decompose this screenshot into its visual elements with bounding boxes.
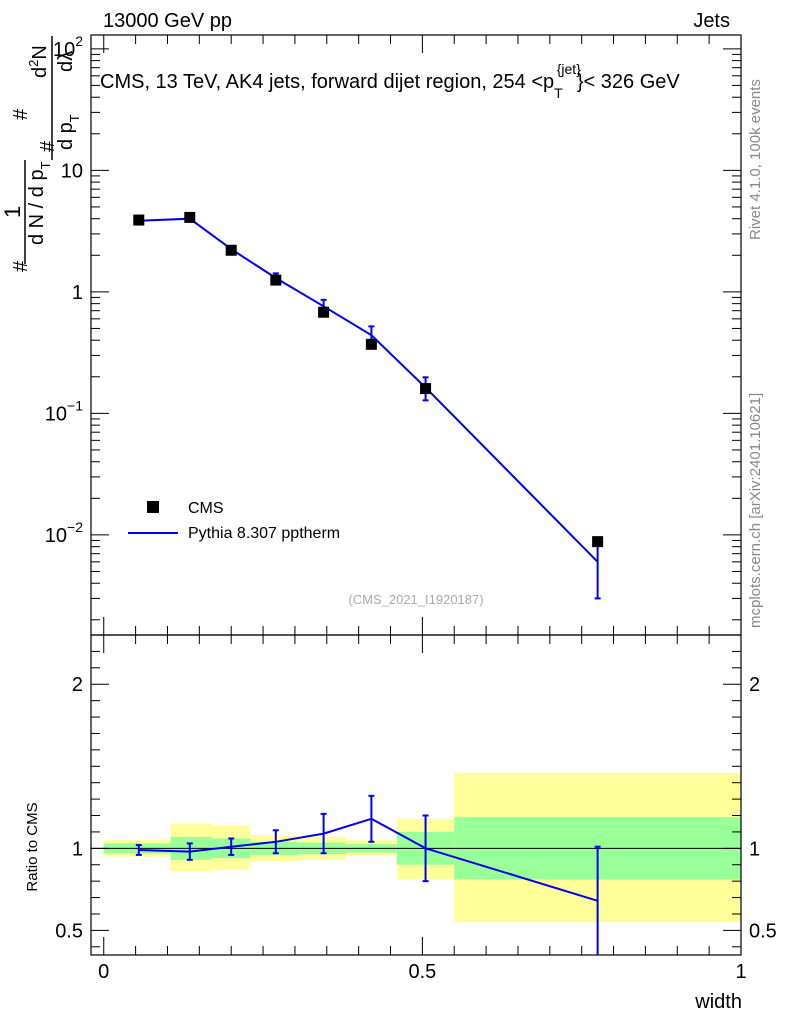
xtick-label: 0 <box>98 961 109 983</box>
main-ytick-label: 10 <box>61 160 83 182</box>
ylabel-dp-text: d p <box>55 122 77 150</box>
ratio-axes: 0.5 0.51 12 20 0.5 1 <box>55 634 777 983</box>
ylabel-dn: d N / d pT <box>26 161 53 245</box>
header-right: Jets <box>693 10 730 32</box>
main-frame <box>90 34 742 636</box>
mc-line <box>138 217 599 563</box>
ylabel-hash3: # <box>37 140 59 152</box>
legend-cms-label: CMS <box>188 500 224 517</box>
ratio-ytick-label-left: 2 <box>72 674 83 696</box>
ylabel-dl: dλ <box>55 51 77 72</box>
cms-data-point <box>184 211 196 223</box>
ratio-frame <box>90 634 742 956</box>
ylabel-dp: d pT <box>55 114 82 150</box>
ratio-ylabel: Ratio to CMS <box>24 802 41 891</box>
ylabel-lambda: λ <box>55 51 77 61</box>
ylabel-one: 1 <box>0 206 25 218</box>
legend-cms-marker <box>147 501 159 513</box>
cms-data-point <box>318 306 330 318</box>
ylabel-d2n: d2N <box>26 45 51 78</box>
ylabel-hash1: # <box>10 260 32 272</box>
ratio-mc-line <box>138 817 598 902</box>
main-ytick-exp: 2 <box>75 33 83 49</box>
xaxis-label: width <box>694 991 742 1013</box>
ylabel-dn-sub: T <box>38 161 53 169</box>
analysis-watermark: (CMS_2021_I1920187) <box>348 592 483 607</box>
cms-data-point <box>133 214 145 226</box>
cms-data-point <box>270 274 282 286</box>
main-ytick-base: 10 <box>45 403 67 425</box>
ratio-series <box>135 794 601 955</box>
main-ytick-label: 102 <box>53 33 83 61</box>
ylabel-d2n-d: d <box>29 67 51 78</box>
cms-data-point <box>225 244 237 256</box>
ratio-ytick-label-right: 1 <box>749 838 760 860</box>
ylabel-d2n-n: N <box>29 45 51 59</box>
ylabel-dl-d: d <box>55 61 77 72</box>
main-ytick-label: 10−1 <box>45 397 83 425</box>
ratio-ytick-label-right: 2 <box>749 674 760 696</box>
cms-data-point <box>365 338 377 350</box>
main-ytick-label: 1 <box>72 282 83 304</box>
legend-mc-label: Pythia 8.307 pptherm <box>188 525 340 542</box>
main-ytick-base: 10 <box>45 525 67 547</box>
legend: CMS Pythia 8.307 pptherm <box>128 500 340 542</box>
main-ylabel: # 1 d N / d pT # d2N d pT dλ # <box>0 36 82 272</box>
header-left: 13000 GeV pp <box>103 10 232 32</box>
rivet-version-label: Rivet 4.1.0, 100k events <box>747 79 764 240</box>
ylabel-dp-sub: T <box>67 114 82 122</box>
ratio-ytick-label-right: 0.5 <box>749 920 777 942</box>
cms-data-point <box>592 536 604 548</box>
ylabel-hash2: # <box>10 108 32 120</box>
main-series <box>133 211 604 600</box>
ratio-ytick-label-left: 0.5 <box>55 920 83 942</box>
ratio-ytick-label-left: 1 <box>72 838 83 860</box>
ylabel-d2n-sup: 2 <box>26 60 41 67</box>
mcplots-label: mcplots.cern.ch [arXiv:2401.10621] <box>747 393 764 628</box>
title-tail: }< 326 GeV <box>577 71 681 93</box>
cms-data-point <box>420 383 432 395</box>
xtick-label: 0.5 <box>408 961 436 983</box>
title-sub: T <box>554 85 563 101</box>
main-ytick-exp: −2 <box>67 519 83 535</box>
main-ytick-base: 10 <box>53 39 75 61</box>
title-sup: {jet} <box>557 61 581 77</box>
ylabel-dn-text: d N / d p <box>26 169 48 245</box>
xtick-label: 1 <box>735 961 746 983</box>
main-ytick-label: 10−2 <box>45 519 83 547</box>
title-main: CMS, 13 TeV, AK4 jets, forward dijet reg… <box>100 71 554 93</box>
main-ytick-exp: −1 <box>67 397 83 413</box>
plot-title: CMS, 13 TeV, AK4 jets, forward dijet reg… <box>100 61 680 101</box>
